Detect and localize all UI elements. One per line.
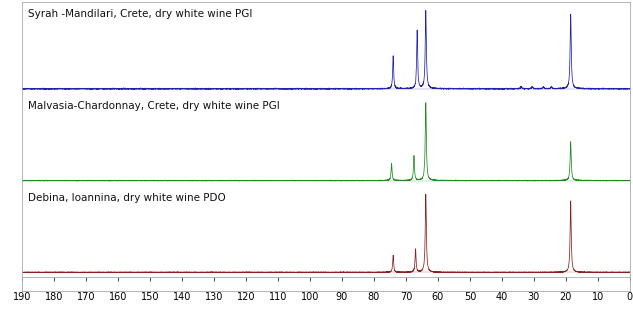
Text: Syrah -Mandilari, Crete, dry white wine PGI: Syrah -Mandilari, Crete, dry white wine … (28, 9, 253, 19)
Text: Malvasia-Chardonnay, Crete, dry white wine PGI: Malvasia-Chardonnay, Crete, dry white wi… (28, 101, 280, 111)
Text: Debina, Ioannina, dry white wine PDO: Debina, Ioannina, dry white wine PDO (28, 193, 226, 202)
